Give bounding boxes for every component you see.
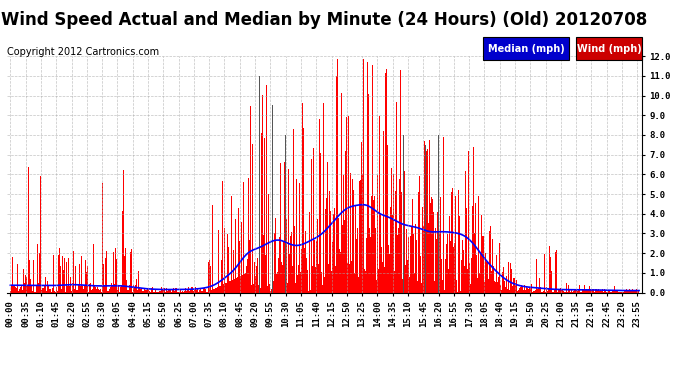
Text: Median (mph): Median (mph) — [488, 44, 564, 54]
Text: Copyright 2012 Cartronics.com: Copyright 2012 Cartronics.com — [7, 47, 159, 57]
Text: Wind (mph): Wind (mph) — [577, 44, 641, 54]
Text: Wind Speed Actual and Median by Minute (24 Hours) (Old) 20120708: Wind Speed Actual and Median by Minute (… — [1, 11, 647, 29]
